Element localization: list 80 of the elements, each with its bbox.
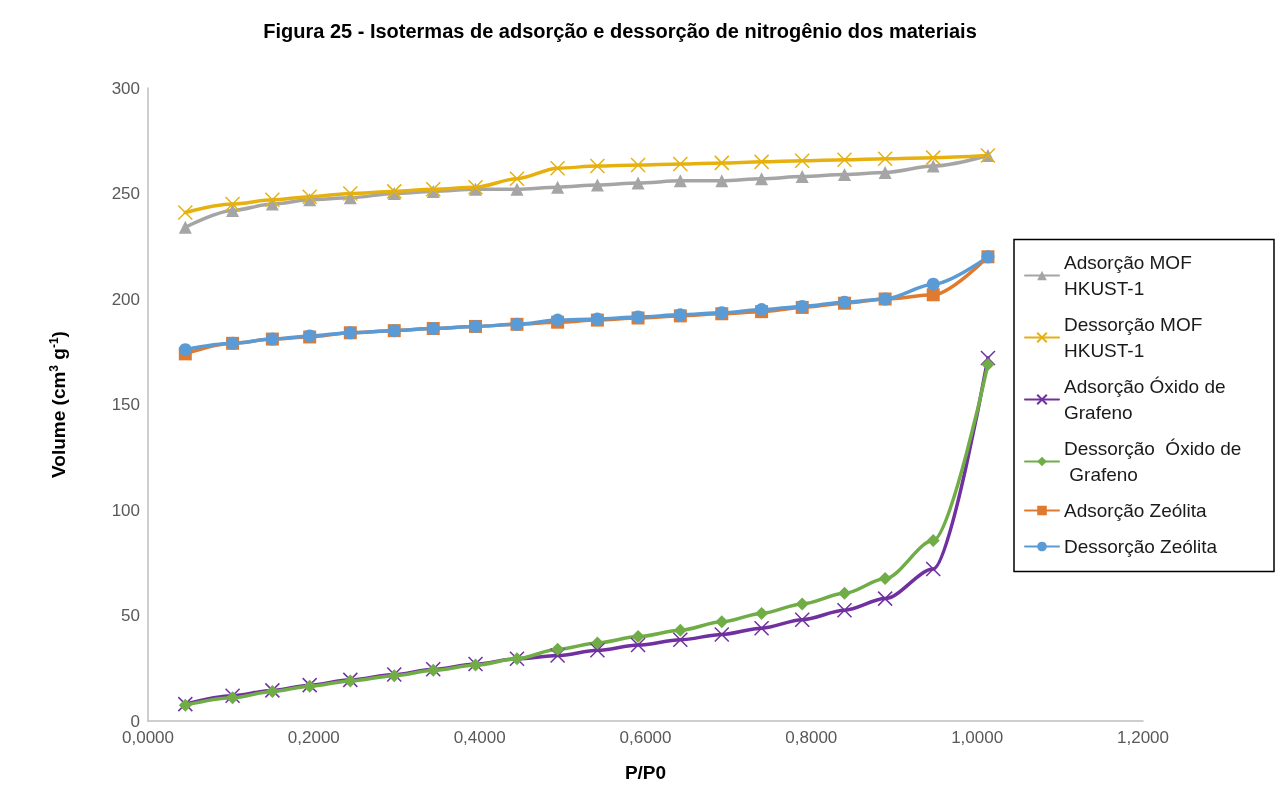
point [673,623,687,637]
point [226,203,240,217]
point [673,174,687,188]
point [630,637,646,653]
point [224,196,241,212]
point [878,165,892,179]
x-tick-label: 1,2000 [1117,728,1169,747]
point [753,154,770,170]
point [926,534,940,548]
point [630,157,646,173]
point [836,602,853,618]
y-tick-label: 150 [111,395,140,414]
point [590,178,604,192]
point [509,170,525,187]
legend-label: Dessorção Óxido de Grafeno [1064,438,1242,485]
x-tick-label: 0,6000 [619,728,672,747]
point [795,597,809,611]
point [926,159,940,173]
point [877,150,893,167]
point [755,606,769,620]
point [177,204,194,221]
point [926,277,940,291]
point [589,158,606,174]
x-tick-label: 0,8000 [785,728,838,747]
x-axis-title: P/P0 [624,762,667,783]
legend-label: Dessorção MOF HKUST-1 [1064,314,1208,361]
point [549,160,566,176]
y-tick-label: 50 [121,606,140,625]
point [714,626,730,643]
point [264,192,281,208]
point [551,642,565,656]
point [386,183,403,200]
point [838,168,851,182]
point [836,151,853,168]
point [714,155,730,171]
point [631,176,645,190]
point [672,156,689,172]
point [877,590,893,607]
point [794,153,810,169]
y-tick-label: 200 [111,289,140,309]
y-tick-label: 300 [111,78,140,98]
point [794,611,810,628]
point [342,185,359,202]
x-tick-label: 1,0000 [951,728,1004,747]
point [878,572,892,586]
point [301,188,318,205]
point [838,586,851,600]
point [226,691,240,705]
point [590,636,604,650]
x-tick-label: 0,0000 [122,728,174,747]
point [631,630,645,644]
chart-title: Figura 25 - Isotermas de adsorção e dessorção de nitrogênio dos materiais [263,20,977,42]
point [178,220,192,234]
y-tick-label: 100 [111,500,140,520]
x-tick-label: 0,4000 [453,728,506,747]
point [551,180,565,194]
point [925,149,941,166]
point [715,174,729,188]
point [549,647,566,664]
legend-label: Adsorção Óxido de Grafeno [1064,376,1231,423]
point [795,170,809,184]
point [672,632,689,648]
x-tick-label: 0,2000 [287,728,340,747]
legend-label: Adsorção MOF HKUST-1 [1064,252,1198,299]
point [265,197,279,211]
point [755,172,769,186]
point [224,687,241,704]
point [980,350,996,366]
point [510,182,524,196]
y-tick-label: 250 [111,184,140,203]
point [753,620,770,636]
y-axis-title: Volume (cm3 g-1) [47,331,69,478]
point [925,561,941,577]
point [589,642,606,659]
y-tick-label: 0 [130,711,140,731]
point [981,357,995,371]
legend-label: Dessorção Zeólita [1064,536,1218,557]
point [715,615,729,629]
legend-label: Adsorção Zeólita [1064,500,1208,521]
point [178,343,192,357]
